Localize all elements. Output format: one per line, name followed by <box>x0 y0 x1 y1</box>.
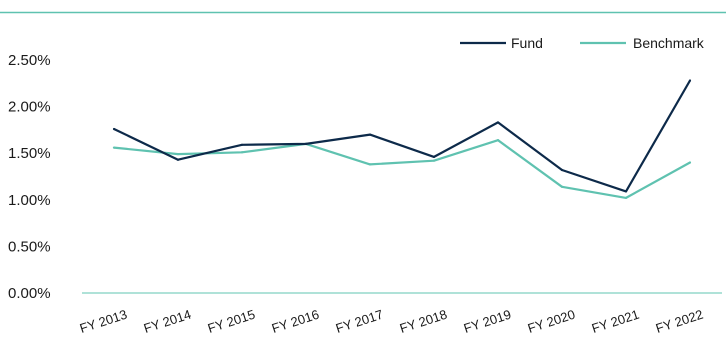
series-line-benchmark <box>113 139 691 199</box>
x-tick-label: FY 2021 <box>590 307 641 336</box>
data-point-benchmark <box>240 151 244 154</box>
x-tick-label: FY 2018 <box>398 307 449 336</box>
data-point-benchmark <box>560 185 564 188</box>
x-tick-label: FY 2019 <box>462 307 513 336</box>
legend-label-fund: Fund <box>511 35 543 51</box>
data-point-fund <box>688 79 692 82</box>
x-tick-label: FY 2015 <box>206 307 257 336</box>
data-point-benchmark <box>368 163 372 166</box>
data-point-fund <box>240 143 244 146</box>
y-tick-label: 2.50% <box>8 52 51 69</box>
data-point-fund <box>112 127 116 131</box>
data-point-fund <box>560 168 564 172</box>
x-tick-label: FY 2016 <box>270 307 321 336</box>
x-tick-label: FY 2022 <box>654 307 705 336</box>
data-point-fund <box>496 121 500 124</box>
data-point-benchmark <box>688 161 692 164</box>
y-tick-label: 1.00% <box>8 192 51 209</box>
data-point-fund <box>304 142 308 145</box>
data-point-benchmark <box>432 159 436 162</box>
data-point-fund <box>176 158 180 161</box>
y-tick-label: 0.00% <box>8 285 51 302</box>
y-tick-label: 1.50% <box>8 145 51 162</box>
data-point-benchmark <box>624 196 628 200</box>
data-point-benchmark <box>496 139 500 142</box>
legend-label-benchmark: Benchmark <box>633 35 705 51</box>
x-tick-label: FY 2017 <box>334 307 385 336</box>
x-tick-label: FY 2014 <box>142 307 193 336</box>
series-line-fund <box>113 79 691 193</box>
y-tick-label: 2.00% <box>8 99 51 116</box>
data-point-fund <box>624 190 628 193</box>
data-point-benchmark <box>176 153 180 156</box>
x-tick-label: FY 2020 <box>526 307 577 336</box>
data-point-fund <box>368 133 372 136</box>
data-point-benchmark <box>112 146 116 149</box>
data-point-fund <box>432 155 436 159</box>
x-tick-label: FY 2013 <box>78 307 129 336</box>
y-tick-label: 0.50% <box>8 238 51 255</box>
